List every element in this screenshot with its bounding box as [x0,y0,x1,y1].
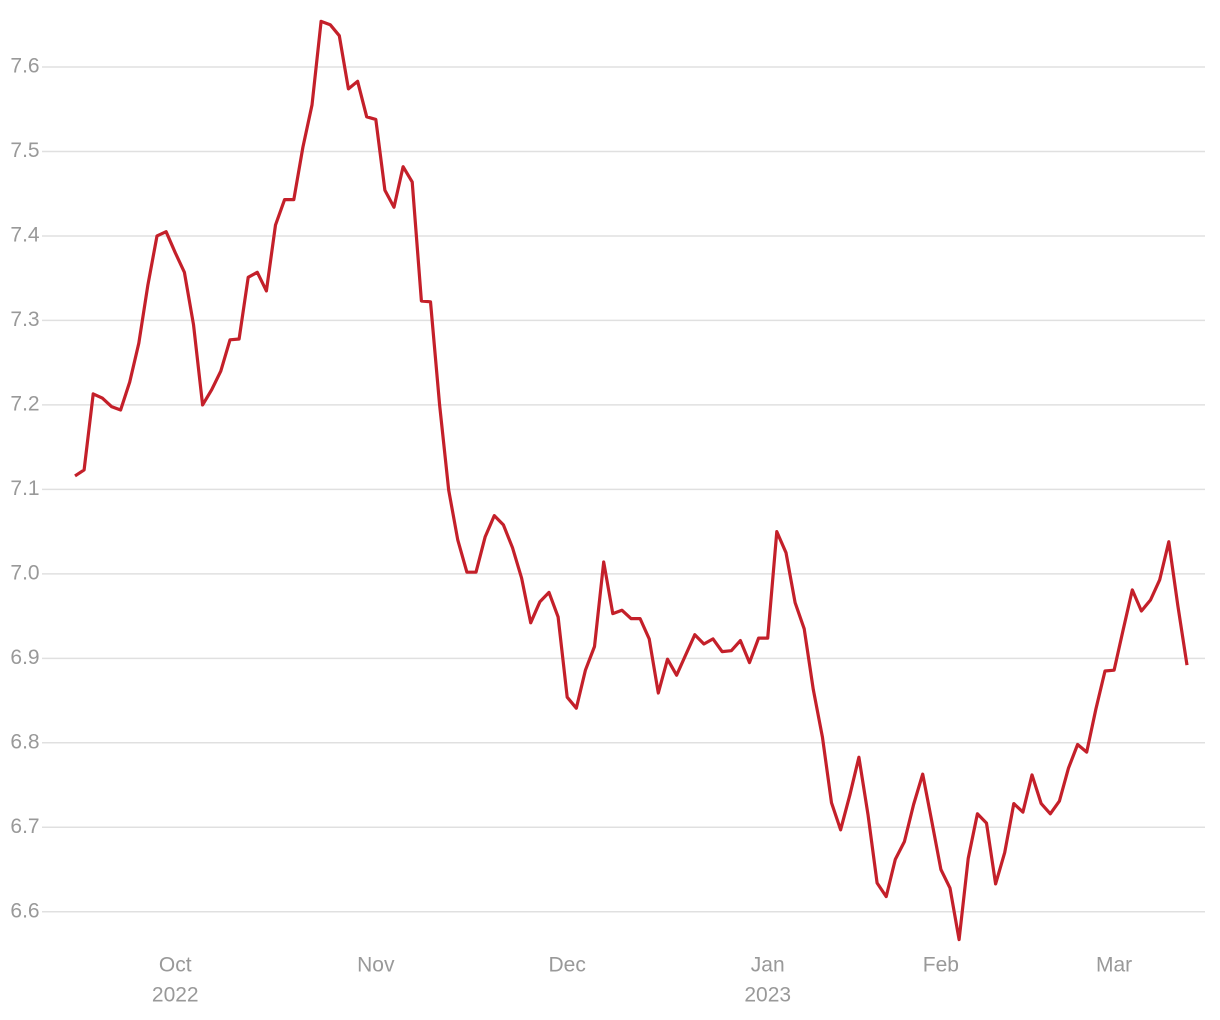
y-tick-label: 7.0 [10,561,39,584]
line [74,19,1189,942]
y-tick-label: 7.5 [10,139,39,162]
x-tick-label: Oct [159,954,192,977]
x-tick-label: Feb [923,954,959,977]
y-tick-label: 7.4 [10,223,40,246]
y-tick-label: 6.8 [10,730,39,753]
x-tick-label: Mar [1096,954,1132,977]
y-tick-label: 7.3 [10,308,39,331]
y-tick-label: 6.9 [10,646,39,669]
y-tick-label: 7.2 [10,392,39,415]
x-tick-label: Nov [357,954,395,977]
y-tick-label: 6.6 [10,899,39,922]
x-year-label: 2023 [744,984,791,1007]
x-year-label: 2022 [152,984,199,1007]
y-tick-label: 6.7 [10,815,39,838]
y-tick-label: 7.6 [10,55,39,78]
x-tick-label: Jan [751,954,785,977]
y-tick-label: 7.1 [10,477,39,500]
x-tick-label: Dec [549,954,586,977]
